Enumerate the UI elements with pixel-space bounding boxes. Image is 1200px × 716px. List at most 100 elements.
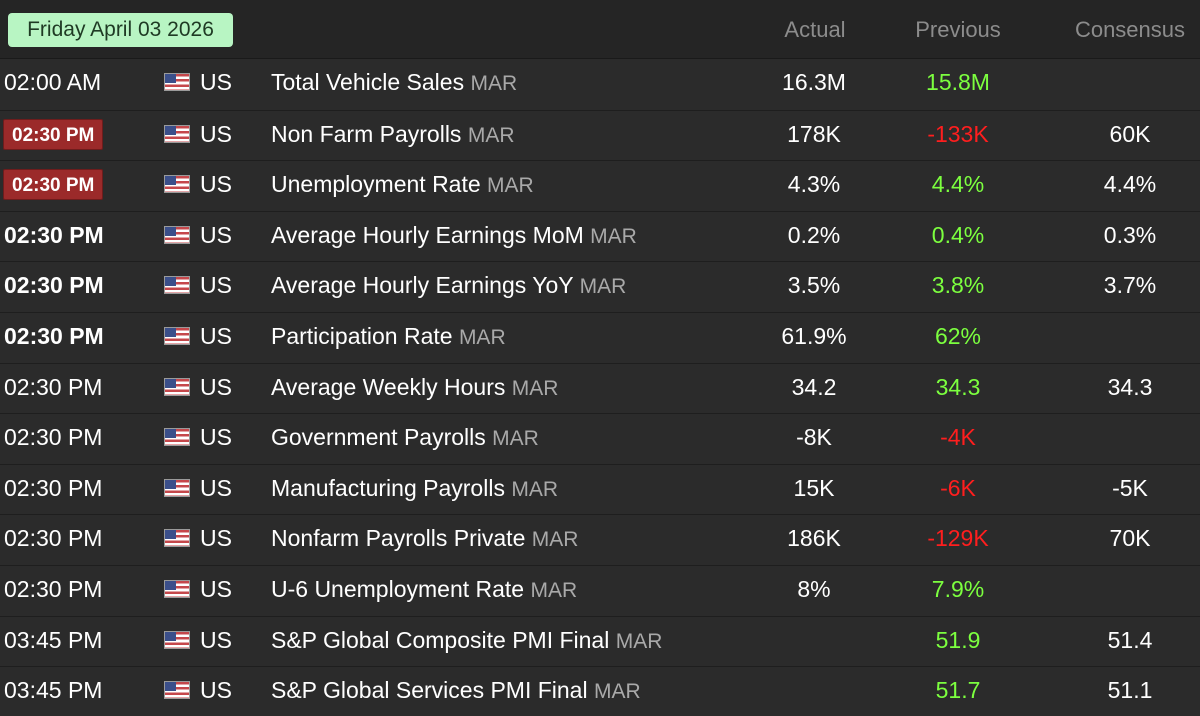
- event-name: Non Farm Payrolls: [271, 120, 462, 147]
- event-title[interactable]: Average Hourly Earnings YoY MAR: [271, 262, 751, 312]
- value-consensus: 0.3%: [1103, 221, 1157, 248]
- event-period: MAR: [593, 680, 641, 704]
- value-actual: 3.5%: [787, 272, 841, 299]
- event-title[interactable]: Average Hourly Earnings MoM MAR: [271, 212, 751, 262]
- us-flag-icon: [164, 276, 190, 295]
- event-period: MAR: [579, 275, 627, 299]
- event-time: 02:00 AM: [4, 69, 102, 95]
- us-flag-icon: [164, 428, 190, 447]
- table-row[interactable]: 02:30 PM US Unemployment Rate MAR 4.3% 4…: [0, 160, 1200, 211]
- column-header-consensus[interactable]: Consensus: [1074, 17, 1186, 42]
- value-consensus: 70K: [1109, 525, 1151, 552]
- event-period: MAR: [615, 629, 663, 653]
- column-header-actual[interactable]: Actual: [784, 17, 846, 42]
- us-flag-icon: [164, 225, 190, 244]
- table-row[interactable]: 02:30 PM US U-6 Unemployment Rate MAR 8%…: [0, 564, 1200, 616]
- table-row[interactable]: 03:45 PM US S&P Global Composite PMI Fin…: [0, 615, 1200, 667]
- event-period: MAR: [511, 376, 559, 400]
- us-flag-icon: [164, 630, 190, 649]
- event-period: MAR: [590, 224, 637, 248]
- event-title[interactable]: Total Vehicle Sales MAR: [271, 59, 751, 109]
- event-period: MAR: [492, 427, 539, 451]
- value-actual: 34.2: [791, 373, 837, 400]
- event-title[interactable]: Nonfarm Payrolls Private MAR: [271, 515, 751, 565]
- event-time: 02:30 PM: [4, 525, 103, 552]
- value-consensus: 51.1: [1107, 677, 1153, 704]
- us-flag-icon: [164, 326, 190, 345]
- table-row[interactable]: 02:00 AM US Total Vehicle Sales MAR 16.3…: [0, 59, 1200, 110]
- event-list: 02:00 AM US Total Vehicle Sales MAR 16.3…: [0, 59, 1200, 716]
- value-previous: 7.9%: [931, 575, 985, 602]
- table-row[interactable]: 02:30 PM US Manufacturing Payrolls MAR 1…: [0, 463, 1200, 515]
- date-badge[interactable]: Friday April 03 2026: [8, 13, 233, 47]
- event-period: MAR: [530, 578, 578, 602]
- table-row[interactable]: 02:30 PM US Average Weekly Hours MAR 34.…: [0, 362, 1200, 414]
- us-flag-icon: [164, 529, 190, 548]
- table-row[interactable]: 02:30 PM US Nonfarm Payrolls Private MAR…: [0, 514, 1200, 565]
- value-actual: 186K: [787, 525, 841, 552]
- event-time: 02:30 PM: [4, 575, 103, 602]
- value-previous: -133K: [927, 120, 989, 147]
- event-country: US: [200, 171, 232, 198]
- event-country: US: [200, 120, 232, 147]
- value-previous: 15.8M: [926, 69, 990, 95]
- event-period: MAR: [458, 325, 506, 349]
- us-flag-icon: [164, 478, 190, 497]
- event-name: Manufacturing Payrolls: [271, 474, 505, 501]
- value-previous: 51.9: [935, 626, 981, 653]
- event-title[interactable]: U-6 Unemployment Rate MAR: [271, 566, 751, 616]
- event-country: US: [200, 221, 232, 248]
- table-row[interactable]: 02:30 PM US Non Farm Payrolls MAR 178K -…: [0, 109, 1200, 161]
- event-time: 02:30 PM: [3, 161, 153, 211]
- us-flag-icon: [164, 579, 190, 598]
- value-actual: -8K: [796, 424, 832, 451]
- value-consensus: [1065, 566, 1195, 616]
- value-consensus: [1065, 59, 1195, 109]
- value-consensus: [1065, 414, 1195, 464]
- column-header-previous[interactable]: Previous: [915, 17, 1001, 42]
- event-name: S&P Global Composite PMI Final: [271, 626, 610, 653]
- event-time: 03:45 PM: [4, 626, 103, 653]
- event-country: US: [200, 677, 232, 704]
- event-period: MAR: [487, 174, 534, 198]
- event-title[interactable]: Government Payrolls MAR: [271, 414, 751, 464]
- event-country: US: [200, 575, 232, 602]
- event-title[interactable]: S&P Global Composite PMI Final MAR: [271, 617, 751, 667]
- value-previous: 0.4%: [931, 221, 985, 248]
- event-country: US: [200, 525, 232, 552]
- table-row[interactable]: 02:30 PM US Average Hourly Earnings MoM …: [0, 210, 1200, 262]
- event-name: Average Hourly Earnings YoY: [271, 272, 574, 299]
- event-title[interactable]: Unemployment Rate MAR: [271, 161, 751, 211]
- event-period: MAR: [467, 123, 515, 147]
- event-period: MAR: [470, 72, 518, 95]
- value-actual: [754, 617, 874, 667]
- event-time: 02:30 PM: [3, 111, 153, 161]
- highlighted-time-badge: 02:30 PM: [3, 169, 104, 201]
- event-title[interactable]: Average Weekly Hours MAR: [271, 364, 751, 414]
- event-title[interactable]: Non Farm Payrolls MAR: [271, 111, 751, 161]
- value-consensus: 4.4%: [1103, 171, 1157, 198]
- value-actual: 16.3M: [782, 69, 846, 95]
- value-actual: [754, 667, 874, 716]
- table-row[interactable]: 02:30 PM US Average Hourly Earnings YoY …: [0, 261, 1200, 312]
- event-name: Total Vehicle Sales: [271, 69, 465, 95]
- event-country: US: [200, 322, 232, 349]
- event-title[interactable]: Participation Rate MAR: [271, 313, 751, 363]
- event-time: 02:30 PM: [4, 272, 104, 299]
- event-country: US: [200, 373, 232, 400]
- event-title[interactable]: Manufacturing Payrolls MAR: [271, 465, 751, 515]
- event-country: US: [200, 424, 232, 451]
- value-consensus: 3.7%: [1103, 272, 1157, 299]
- event-title[interactable]: S&P Global Services PMI Final MAR: [271, 667, 751, 716]
- value-previous: 4.4%: [931, 171, 985, 198]
- event-name: Government Payrolls: [271, 424, 486, 451]
- event-country: US: [200, 272, 232, 299]
- event-time: 03:45 PM: [4, 677, 103, 704]
- table-row[interactable]: 02:30 PM US Government Payrolls MAR -8K …: [0, 413, 1200, 464]
- table-row[interactable]: 03:45 PM US S&P Global Services PMI Fina…: [0, 666, 1200, 716]
- table-row[interactable]: 02:30 PM US Participation Rate MAR 61.9%…: [0, 311, 1200, 363]
- event-name: Nonfarm Payrolls Private: [271, 525, 526, 552]
- value-actual: 61.9%: [781, 322, 847, 349]
- event-name: Average Hourly Earnings MoM: [271, 221, 584, 248]
